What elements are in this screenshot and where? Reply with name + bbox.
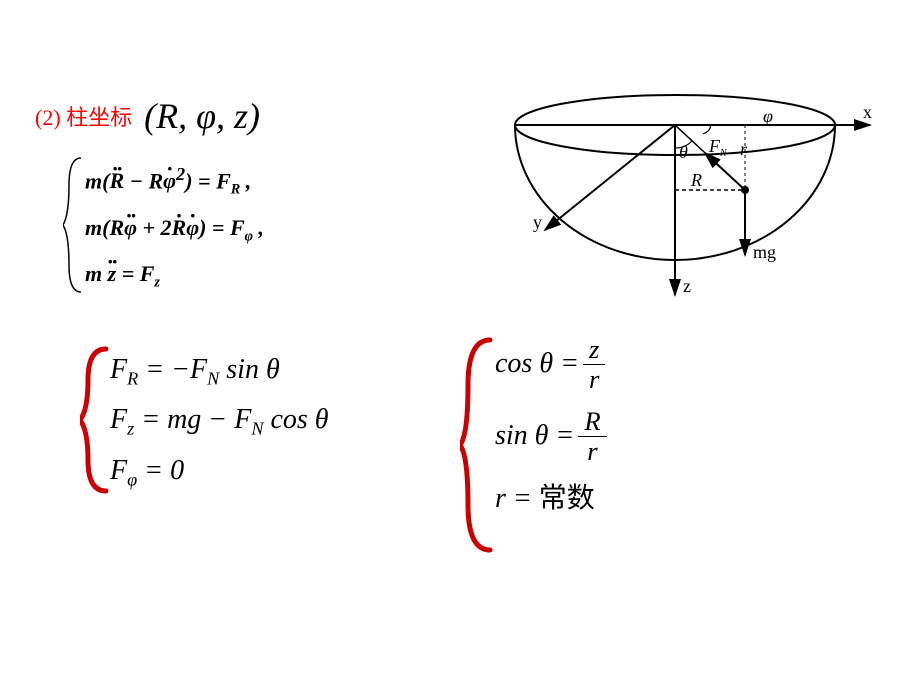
coord-tuple: (R, φ, z) xyxy=(144,95,260,137)
equations-of-motion: m(R − Rφ2) = FR , m(Rφ + 2Rφ) = Fφ , m z… xyxy=(85,155,264,298)
geometry-relations: cos θ = zr sin θ = Rr r = 常数 xyxy=(495,335,611,515)
sin-theta: sin θ = Rr xyxy=(495,407,611,467)
y-axis-label: y xyxy=(533,212,542,232)
title-row: (2) 柱坐标 (R, φ, z) xyxy=(35,95,260,137)
mg-label: mg xyxy=(753,242,776,262)
theta-label: θ xyxy=(679,142,688,162)
force-z: Fz = mg − FN cos θ xyxy=(110,395,329,445)
phi-label: φ xyxy=(763,106,773,126)
section-label: (2) 柱坐标 xyxy=(35,100,132,132)
R-label: R xyxy=(690,170,702,190)
hemisphere-diagram: x y z mg φ θ r R FN xyxy=(465,70,885,310)
eq-R: m(R − Rφ2) = FR , xyxy=(85,155,264,205)
force-phi: Fφ = 0 xyxy=(110,446,329,496)
FN-label: FN xyxy=(708,136,728,159)
red-brace-icon xyxy=(80,345,110,495)
x-axis-label: x xyxy=(863,102,872,122)
force-R: FR = −FN sin θ xyxy=(110,345,329,395)
z-axis-label: z xyxy=(683,276,691,296)
red-brace-icon xyxy=(460,335,495,555)
eq-z: m z = Fz xyxy=(85,251,264,297)
r-label: r xyxy=(740,139,748,159)
cos-theta: cos θ = zr xyxy=(495,335,611,395)
r-const: r = 常数 xyxy=(495,484,611,515)
force-components: FR = −FN sin θ Fz = mg − FN cos θ Fφ = 0 xyxy=(110,345,329,496)
brace-icon xyxy=(63,155,85,295)
